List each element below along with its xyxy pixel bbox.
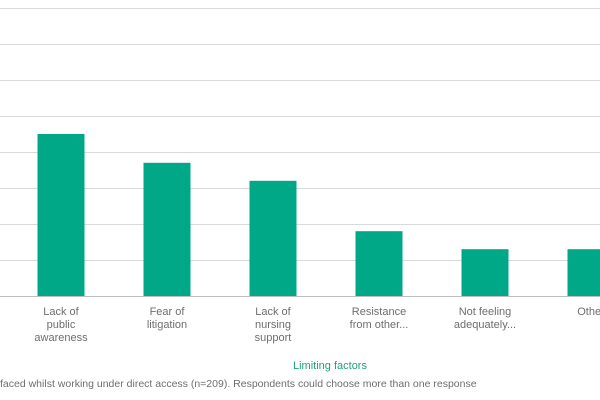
gridlines xyxy=(0,8,600,297)
bar xyxy=(143,162,191,296)
bar-chart: Lack of public awareness Fear of litigation L… xyxy=(0,8,600,344)
category-label: Resistance from other... xyxy=(350,306,409,331)
category-label: Other xyxy=(577,306,600,318)
figure-caption: faced whilst working under direct access… xyxy=(0,378,477,390)
category-label: Lack of public awareness xyxy=(34,306,88,344)
category-label: Fear of litigation xyxy=(147,306,187,331)
x-axis-label: Limiting factors xyxy=(293,360,367,372)
bar xyxy=(567,249,600,296)
bar xyxy=(37,134,85,296)
bars xyxy=(37,134,600,296)
bar xyxy=(355,231,403,296)
category-label: Lack of nursing support xyxy=(255,306,292,344)
category-label: Not feeling adequately... xyxy=(454,306,516,331)
bar xyxy=(461,249,509,296)
category-labels: Lack of public awareness Fear of litigation L… xyxy=(34,306,600,344)
bar xyxy=(249,180,297,296)
